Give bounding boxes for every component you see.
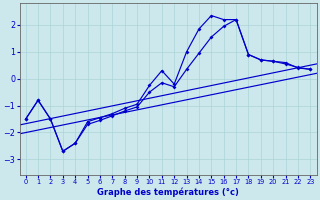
X-axis label: Graphe des températures (°c): Graphe des températures (°c)	[97, 187, 239, 197]
